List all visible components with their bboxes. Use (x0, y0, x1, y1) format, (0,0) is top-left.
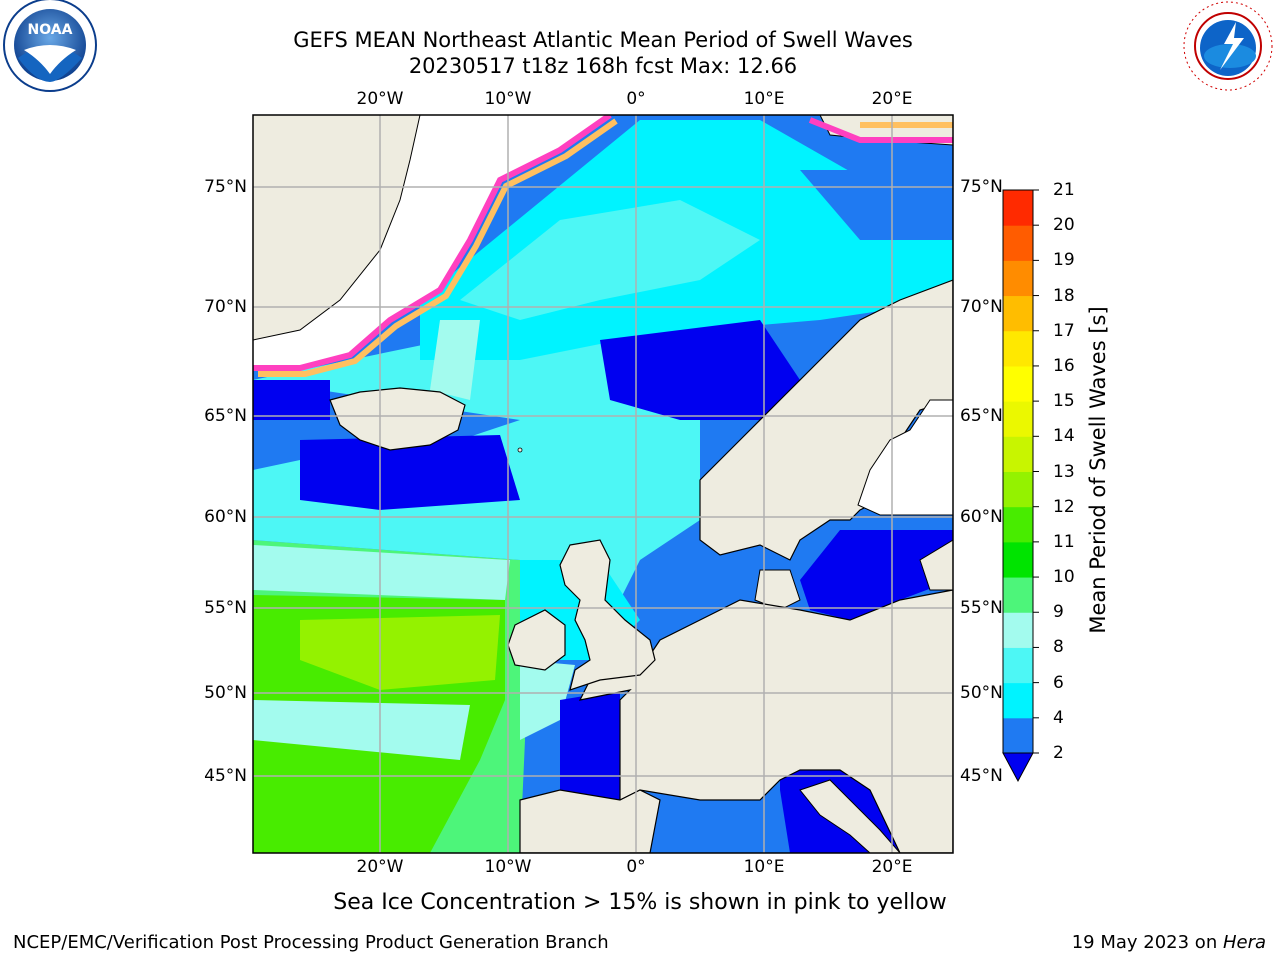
colorbar-label: Mean Period of Swell Waves [s] (1086, 306, 1110, 634)
colorbar-segment (1003, 260, 1033, 297)
lon-label-top: 10°E (743, 89, 785, 109)
colorbar (1002, 189, 1039, 783)
footer-credit: NCEP/EMC/Verification Post Processing Pr… (13, 932, 609, 953)
lat-label-left: 65°N (204, 406, 247, 426)
colorbar-tick-label: 18 (1053, 285, 1075, 306)
colorbar-tick-label: 8 (1053, 637, 1064, 658)
colorbar-tick-label: 17 (1053, 320, 1075, 341)
colorbar-tick-label: 12 (1053, 496, 1075, 517)
colorbar-segment (1003, 541, 1033, 578)
colorbar-segment (1003, 225, 1033, 261)
colorbar-segment (1003, 190, 1033, 226)
lon-label-bottom: 20°E (871, 857, 913, 877)
colorbar-tick-label: 19 (1053, 250, 1075, 271)
colorbar-tick-label: 2 (1053, 743, 1064, 763)
map-frame (252, 114, 954, 854)
colorbar-segment (1003, 471, 1033, 508)
colorbar-segment (1003, 647, 1033, 684)
map-gridlines (253, 115, 953, 853)
lon-label-top: 0° (626, 89, 646, 109)
lat-label-right: 50°N (960, 683, 1003, 703)
colorbar-segment (1003, 577, 1033, 613)
lat-label-left: 55°N (204, 598, 247, 618)
colorbar-tick-label: 20 (1053, 215, 1075, 236)
colorbar-segment (1003, 401, 1033, 437)
noaa-logo-text: NOAA (28, 22, 73, 38)
lat-label-left: 60°N (204, 507, 247, 527)
colorbar-segment (1003, 365, 1033, 402)
page-subtitle: 20230517 t18z 168h fcst Max: 12.66 (408, 54, 798, 78)
lon-label-bottom: 10°E (743, 857, 785, 877)
lat-label-right: 55°N (960, 598, 1003, 618)
colorbar-segment (1003, 717, 1033, 754)
colorbar-under-arrow (1002, 752, 1034, 783)
footer-machine: Hera (1222, 932, 1266, 953)
lat-label-right: 70°N (960, 297, 1003, 317)
lat-label-right: 75°N (960, 177, 1003, 197)
lat-label-right: 65°N (960, 406, 1003, 426)
sea-ice-note: Sea Ice Concentration > 15% is shown in … (333, 890, 947, 915)
nws-logo (1182, 0, 1274, 92)
footer-date: 19 May 2023 on Hera (1072, 932, 1266, 953)
lon-label-top: 20°E (871, 89, 913, 109)
colorbar-tick-label: 11 (1053, 531, 1075, 552)
lon-label-top: 10°W (484, 89, 532, 109)
colorbar-tick-label: 16 (1053, 355, 1075, 376)
colorbar-segment (1003, 330, 1033, 367)
lat-label-right: 60°N (960, 507, 1003, 527)
page-title: GEFS MEAN Northeast Atlantic Mean Period… (293, 28, 913, 52)
noaa-logo: NOAA (3, 0, 97, 92)
colorbar-segment (1003, 295, 1033, 332)
colorbar-segment (1003, 612, 1033, 648)
colorbar-tick-label: 10 (1053, 567, 1075, 588)
colorbar-segment (1003, 682, 1033, 719)
lon-label-bottom: 20°W (356, 857, 404, 877)
colorbar-segment (1003, 506, 1033, 543)
colorbar-tick-label: 14 (1053, 426, 1075, 447)
map-plot (253, 115, 953, 853)
lat-label-right: 45°N (960, 766, 1003, 786)
colorbar-tick-label: 13 (1053, 461, 1075, 482)
lon-label-top: 20°W (356, 89, 404, 109)
colorbar-tick-label: 15 (1053, 391, 1075, 412)
lat-label-left: 50°N (204, 683, 247, 703)
lat-label-left: 45°N (204, 766, 247, 786)
colorbar-segment (1003, 436, 1033, 472)
colorbar-tick-label: 6 (1053, 672, 1064, 693)
lat-label-left: 70°N (204, 297, 247, 317)
footer-date-text: 19 May 2023 on (1071, 932, 1223, 953)
lon-label-bottom: 10°W (484, 857, 532, 877)
colorbar-tick-label: 4 (1053, 707, 1064, 728)
colorbar-tick-label: 21 (1053, 180, 1075, 200)
lat-label-left: 75°N (204, 177, 247, 197)
colorbar-tick-label: 9 (1053, 602, 1064, 623)
lon-label-bottom: 0° (626, 857, 646, 877)
